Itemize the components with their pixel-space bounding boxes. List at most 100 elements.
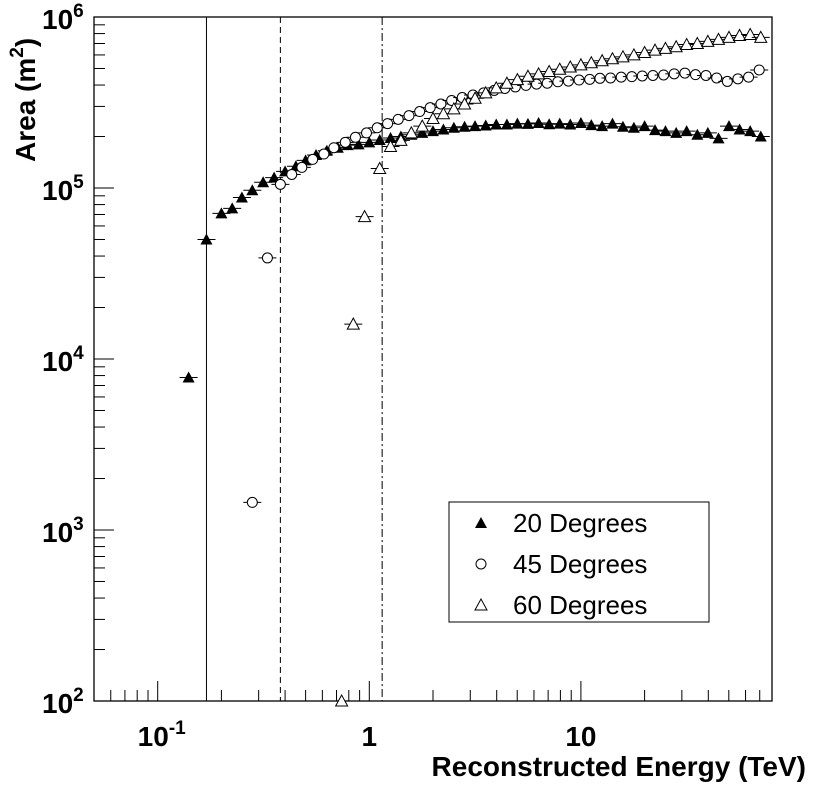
data-point (243, 496, 262, 508)
data-point (656, 125, 675, 137)
data-point (197, 233, 216, 245)
y-axis-title-superscript: 2 (7, 47, 28, 58)
data-point (455, 120, 474, 132)
x-tick-label: 1 (362, 721, 378, 752)
series-1 (179, 116, 770, 383)
data-point (709, 132, 728, 144)
data-point (613, 49, 632, 63)
data-point (698, 126, 717, 138)
data-point (212, 207, 231, 219)
data-point (751, 130, 770, 142)
y-axis-ticks (94, 16, 114, 702)
data-point (370, 133, 389, 145)
x-axis-ticks (93, 681, 773, 701)
data-point (667, 126, 686, 138)
data-point (612, 71, 631, 83)
data-point (370, 161, 389, 175)
legend-label: 60 Degrees (513, 590, 647, 620)
data-point (540, 118, 559, 130)
y-axis-tick-labels: 102 103 104 105 106 (42, 1, 84, 719)
data-point (677, 125, 696, 137)
data-point (518, 117, 537, 129)
legend-marker (475, 517, 487, 528)
series-2 (243, 64, 769, 508)
legend-label: 20 Degrees (513, 508, 647, 538)
data-point (741, 27, 760, 41)
data-point (751, 30, 770, 43)
data-point (344, 317, 363, 330)
y-axis-title-main: Area (m (10, 58, 41, 162)
data-point (476, 119, 495, 131)
data-point (561, 118, 580, 130)
data-point (613, 120, 632, 132)
data-point (677, 37, 696, 51)
data-point (324, 142, 343, 154)
data-point (750, 64, 769, 76)
threshold-lines (205, 17, 383, 701)
data-point (349, 138, 368, 150)
data-point (292, 161, 311, 173)
y-tick-label: 106 (42, 1, 84, 35)
data-point (590, 72, 609, 84)
series-3 (332, 27, 770, 707)
y-tick-label: 105 (42, 172, 84, 206)
data-points (179, 27, 770, 707)
data-point (179, 371, 198, 383)
data-point (675, 67, 694, 79)
data-point (466, 120, 485, 132)
data-point (355, 209, 374, 223)
data-point (603, 117, 622, 129)
x-tick-label: 10 (565, 721, 596, 752)
legend-marker (475, 558, 487, 570)
data-point (346, 131, 365, 143)
y-tick-label: 104 (42, 343, 84, 377)
data-point (389, 113, 408, 125)
data-point (431, 98, 450, 110)
data-point (741, 125, 760, 137)
data-point (258, 252, 277, 264)
data-point (368, 122, 387, 134)
data-point (399, 110, 418, 122)
data-point (265, 171, 284, 183)
data-point (332, 693, 351, 707)
data-point (646, 124, 665, 136)
data-point (421, 102, 440, 114)
y-tick-label: 102 (42, 685, 84, 719)
legend-label: 45 Degrees (513, 549, 647, 579)
data-point (434, 123, 453, 135)
data-point (624, 121, 643, 133)
legend-marker (474, 597, 488, 611)
data-point (719, 120, 738, 132)
data-point (413, 119, 432, 132)
data-point (707, 72, 726, 84)
x-axis-tick-labels: 10-1 1 10 (138, 718, 597, 752)
data-point (402, 125, 421, 139)
data-point (529, 116, 548, 128)
y-axis-title: Area (m2) (7, 38, 41, 162)
data-point (243, 184, 262, 196)
y-axis-title-close: ) (10, 38, 41, 47)
data-point (303, 153, 322, 165)
data-point (381, 139, 400, 152)
data-point (336, 136, 355, 148)
data-point (739, 71, 758, 83)
data-point (391, 133, 410, 146)
legend: 20 Degrees 45 Degrees 60 Degrees (448, 501, 710, 623)
data-point (571, 116, 590, 128)
data-point (232, 191, 251, 203)
data-point (444, 121, 463, 133)
data-point (357, 127, 376, 139)
data-point (548, 76, 567, 88)
data-point (410, 106, 429, 118)
data-point (665, 68, 684, 80)
data-point (455, 96, 474, 110)
data-point (497, 118, 516, 130)
data-point (378, 118, 397, 130)
data-point (635, 120, 654, 132)
data-point (314, 148, 333, 160)
data-point (688, 128, 707, 140)
data-point (582, 119, 601, 131)
data-point (271, 178, 290, 190)
data-point (282, 168, 301, 180)
